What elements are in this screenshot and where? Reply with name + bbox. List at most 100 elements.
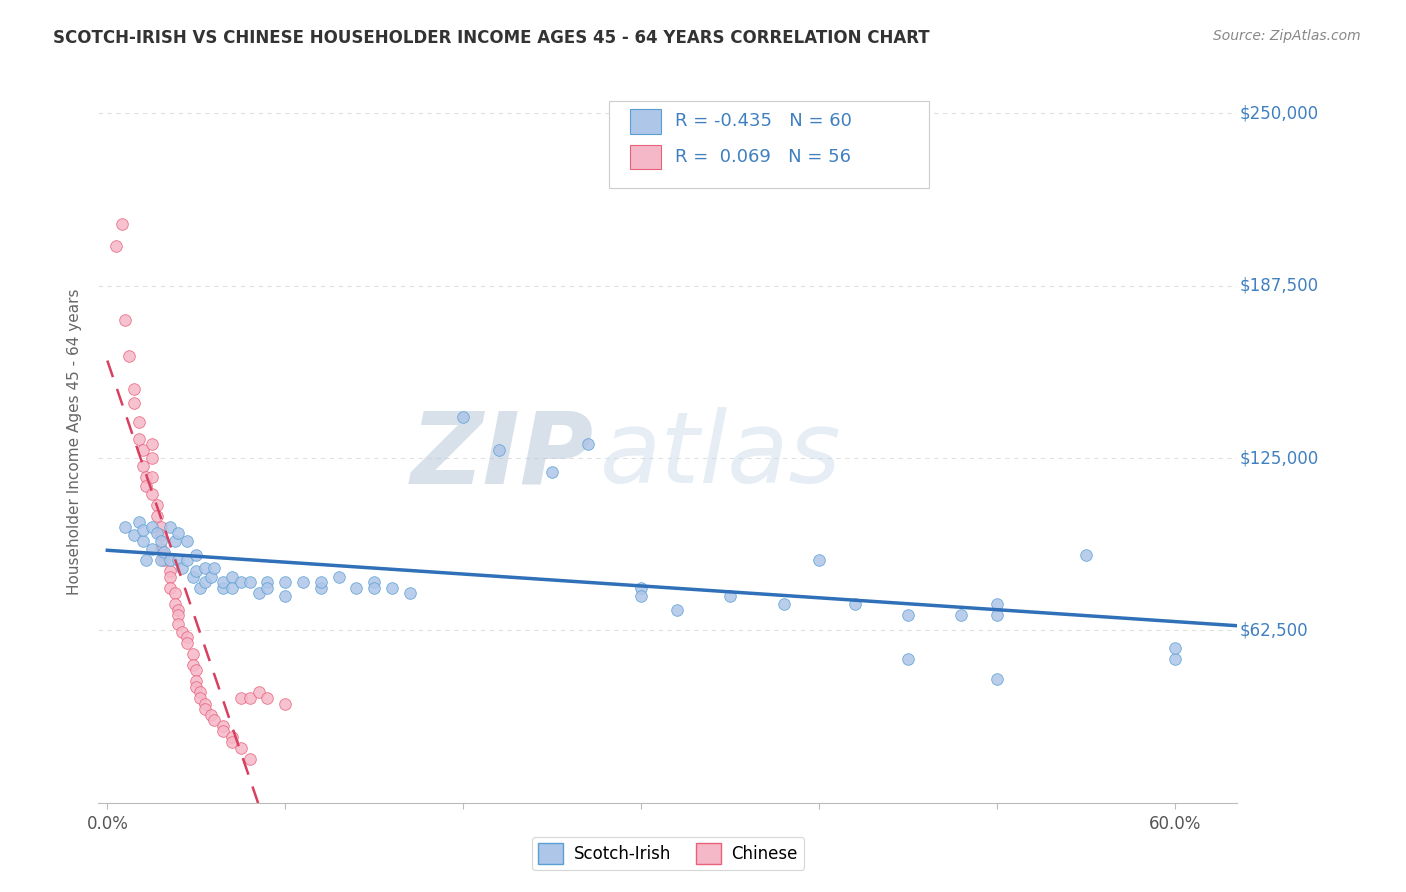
- Point: [135, 478, 157, 492]
- Point: [141, 542, 163, 557]
- Point: [212, 724, 235, 739]
- Point: [186, 680, 208, 694]
- Text: atlas: atlas: [599, 408, 841, 505]
- Point: [212, 575, 235, 590]
- Point: [149, 528, 172, 542]
- Point: [808, 553, 831, 567]
- Point: [309, 581, 332, 595]
- Point: [170, 624, 193, 639]
- Point: [950, 608, 973, 623]
- Point: [194, 561, 217, 575]
- Point: [630, 581, 652, 595]
- Point: [128, 415, 150, 429]
- Point: [128, 432, 150, 446]
- Point: [153, 548, 176, 562]
- Point: [274, 697, 297, 711]
- Point: [229, 575, 252, 590]
- Point: [229, 691, 252, 706]
- Point: [141, 520, 163, 534]
- Point: [188, 685, 211, 699]
- Point: [122, 396, 145, 410]
- Point: [141, 451, 163, 466]
- Point: [630, 589, 652, 603]
- Point: [105, 238, 128, 252]
- Point: [202, 713, 225, 727]
- Point: [247, 685, 270, 699]
- Point: [186, 548, 208, 562]
- Point: [149, 553, 172, 567]
- Point: [986, 597, 1008, 611]
- Point: [159, 569, 181, 583]
- Point: [398, 586, 420, 600]
- Point: [256, 691, 278, 706]
- Point: [897, 652, 920, 666]
- Text: $187,500: $187,500: [1240, 277, 1319, 294]
- Point: [247, 586, 270, 600]
- Point: [212, 581, 235, 595]
- Point: [200, 569, 222, 583]
- Point: [239, 691, 262, 706]
- Point: [132, 459, 155, 474]
- Point: [135, 470, 157, 484]
- Point: [167, 525, 190, 540]
- Point: [122, 528, 145, 542]
- Point: [381, 581, 404, 595]
- Point: [163, 597, 186, 611]
- Point: [194, 697, 217, 711]
- Text: R =  0.069   N = 56: R = 0.069 N = 56: [675, 148, 851, 166]
- Point: [167, 553, 190, 567]
- Point: [186, 564, 208, 578]
- Point: [159, 581, 181, 595]
- Point: [239, 752, 262, 766]
- Point: [176, 533, 198, 548]
- Point: [229, 740, 252, 755]
- Point: [153, 553, 176, 567]
- Point: [188, 691, 211, 706]
- Point: [132, 442, 155, 457]
- Point: [274, 575, 297, 590]
- Point: [186, 664, 208, 678]
- Point: [188, 581, 211, 595]
- Point: [488, 442, 510, 457]
- Text: R = -0.435   N = 60: R = -0.435 N = 60: [675, 112, 852, 130]
- Point: [135, 553, 157, 567]
- Point: [194, 702, 217, 716]
- Point: [202, 561, 225, 575]
- Point: [141, 437, 163, 451]
- Point: [221, 581, 243, 595]
- Point: [221, 569, 243, 583]
- Point: [141, 487, 163, 501]
- Point: [1164, 652, 1187, 666]
- Point: [141, 470, 163, 484]
- Point: [110, 217, 132, 231]
- Point: [541, 465, 564, 479]
- Text: $250,000: $250,000: [1240, 104, 1319, 122]
- Point: [221, 735, 243, 749]
- Point: [159, 564, 181, 578]
- Point: [772, 597, 794, 611]
- Text: Source: ZipAtlas.com: Source: ZipAtlas.com: [1213, 29, 1361, 43]
- Point: [181, 569, 204, 583]
- Y-axis label: Householder Income Ages 45 - 64 years: Householder Income Ages 45 - 64 years: [67, 288, 83, 595]
- Point: [176, 553, 198, 567]
- Point: [128, 515, 150, 529]
- Point: [122, 382, 145, 396]
- Point: [665, 603, 688, 617]
- Point: [239, 575, 262, 590]
- Point: [146, 525, 169, 540]
- Text: $62,500: $62,500: [1240, 622, 1308, 640]
- Point: [176, 631, 198, 645]
- Point: [194, 575, 217, 590]
- Point: [986, 672, 1008, 686]
- Point: [897, 608, 920, 623]
- Point: [181, 657, 204, 672]
- Point: [718, 589, 741, 603]
- Point: [167, 603, 190, 617]
- Text: SCOTCH-IRISH VS CHINESE HOUSEHOLDER INCOME AGES 45 - 64 YEARS CORRELATION CHART: SCOTCH-IRISH VS CHINESE HOUSEHOLDER INCO…: [53, 29, 929, 46]
- Text: ZIP: ZIP: [411, 408, 593, 505]
- Legend: Scotch-Irish, Chinese: Scotch-Irish, Chinese: [531, 837, 804, 871]
- Point: [159, 520, 181, 534]
- Point: [159, 553, 181, 567]
- Point: [309, 575, 332, 590]
- Point: [986, 608, 1008, 623]
